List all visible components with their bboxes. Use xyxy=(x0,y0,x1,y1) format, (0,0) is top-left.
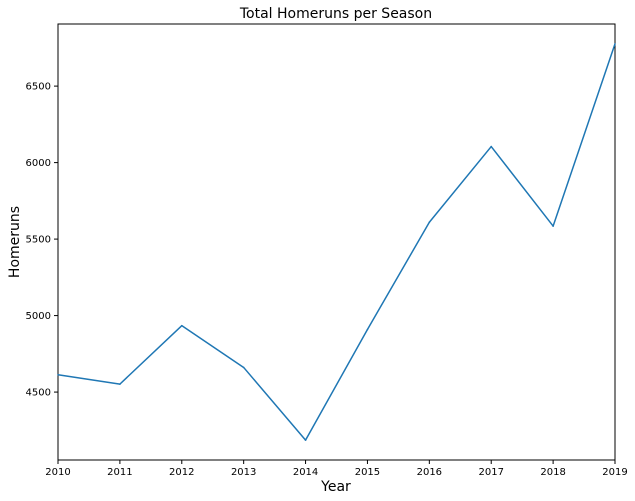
series-line xyxy=(57,43,616,441)
x-tick-label: 2010 xyxy=(45,467,70,478)
y-axis: 4500 5000 5500 6000 6500 xyxy=(26,82,58,399)
x-tick-label: 2015 xyxy=(355,467,380,478)
y-tick-label: 4500 xyxy=(26,388,51,399)
x-tick-label: 2011 xyxy=(107,467,132,478)
x-axis: 2010 2011 2012 2013 2014 2015 2016 2017 2018 2019 xyxy=(45,460,628,478)
data-point xyxy=(57,373,59,376)
data-point xyxy=(119,383,121,385)
series-group xyxy=(57,43,616,441)
y-tick-label: 6500 xyxy=(26,82,51,93)
data-point xyxy=(614,43,616,45)
plot-area xyxy=(57,23,616,461)
x-tick-label: 2018 xyxy=(540,467,565,478)
data-point xyxy=(242,366,245,369)
data-point xyxy=(366,328,369,331)
data-point xyxy=(180,324,183,327)
x-tick-label: 2019 xyxy=(602,467,627,478)
y-tick-label: 5500 xyxy=(26,235,51,246)
x-tick-label: 2012 xyxy=(169,467,194,478)
data-point xyxy=(490,145,493,148)
chart-title: Total Homeruns per Season xyxy=(239,6,432,22)
data-point xyxy=(428,221,431,224)
x-tick-label: 2013 xyxy=(231,467,256,478)
data-point xyxy=(552,225,554,227)
data-point xyxy=(304,439,307,441)
y-tick-label: 6000 xyxy=(26,158,51,169)
x-tick-label: 2014 xyxy=(293,467,318,478)
x-axis-label: Year xyxy=(320,479,351,495)
y-tick-label: 5000 xyxy=(26,311,51,322)
x-tick-label: 2016 xyxy=(417,467,442,478)
x-tick-label: 2017 xyxy=(478,467,503,478)
y-axis-label: Homeruns xyxy=(7,206,23,278)
